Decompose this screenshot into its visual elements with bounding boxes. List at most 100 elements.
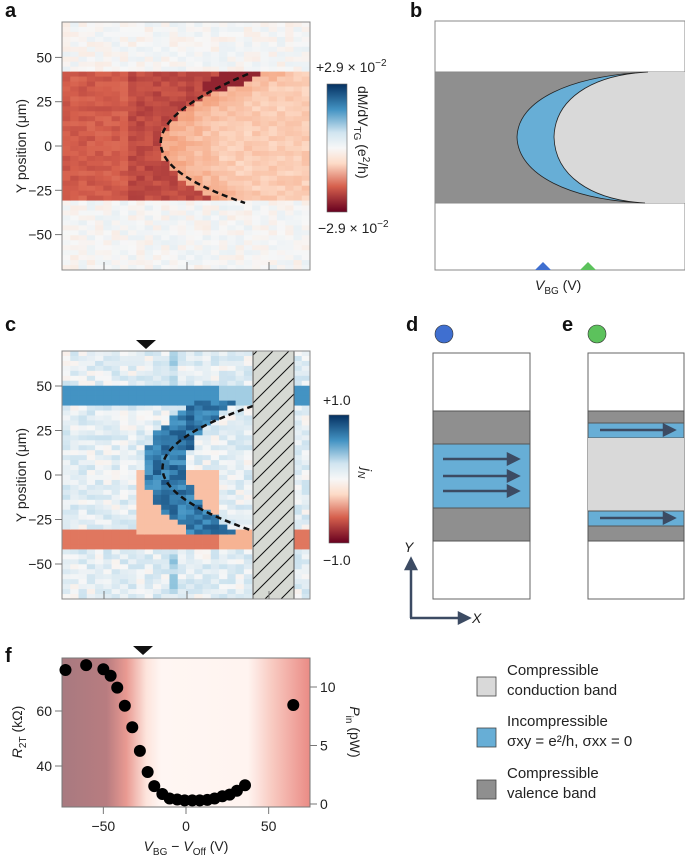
heatmap-cell xyxy=(210,150,220,157)
heatmap-cell xyxy=(243,41,253,48)
heatmap-cell xyxy=(293,230,303,236)
heatmap-cell xyxy=(169,66,179,72)
heatmap-cell xyxy=(210,31,220,38)
heatmap-cell xyxy=(268,71,278,77)
heatmap-cell xyxy=(128,146,137,152)
heatmap-cell xyxy=(186,465,195,471)
heatmap-cell xyxy=(144,22,154,28)
heatmap-cell xyxy=(70,220,79,226)
heatmap-cell xyxy=(128,499,137,506)
heatmap-cell xyxy=(70,460,79,466)
heatmap-cell xyxy=(144,111,154,117)
panel-c-ylabel: Y position (μm) xyxy=(13,428,29,522)
heatmap-cell xyxy=(293,175,303,182)
heatmap-cell xyxy=(111,425,121,431)
heatmap-cell xyxy=(78,445,88,451)
heatmap-cell xyxy=(136,584,146,590)
heatmap-cell xyxy=(119,529,129,535)
heatmap-cell xyxy=(152,170,162,177)
heatmap-cell xyxy=(86,554,96,560)
heatmap-cell xyxy=(177,574,187,580)
heatmap-cell xyxy=(95,594,104,600)
heatmap-cell xyxy=(144,165,154,172)
heatmap-cell xyxy=(210,529,220,535)
heatmap-cell xyxy=(268,190,278,196)
heatmap-cell xyxy=(293,126,303,132)
heatmap-cell xyxy=(227,101,236,107)
heatmap-cell xyxy=(243,81,253,87)
heatmap-cell xyxy=(219,594,228,600)
heatmap-cell xyxy=(252,126,261,132)
heatmap-cell xyxy=(86,415,96,421)
heatmap-cell xyxy=(268,51,278,58)
heatmap-cell xyxy=(227,31,236,38)
heatmap-cell xyxy=(70,351,79,357)
heatmap-cell xyxy=(235,450,245,456)
heatmap-cell xyxy=(169,225,179,231)
heatmap-cell xyxy=(293,584,303,590)
heatmap-cell xyxy=(70,185,79,192)
heatmap-cell xyxy=(235,549,245,555)
heatmap-cell xyxy=(186,579,195,585)
heatmap-cell xyxy=(202,415,212,421)
heatmap-cell xyxy=(202,175,212,182)
heatmap-cell xyxy=(301,41,311,48)
heatmap-cell xyxy=(111,71,121,77)
heatmap-cell xyxy=(186,494,195,501)
heatmap-cell xyxy=(111,569,121,575)
heatmap-cell xyxy=(103,255,112,261)
heatmap-cell xyxy=(194,136,203,142)
heatmap-cell xyxy=(169,230,179,236)
heatmap-cell xyxy=(70,430,79,436)
heatmap-cell xyxy=(219,210,228,216)
heatmap-cell xyxy=(210,355,220,362)
heatmap-cell xyxy=(293,564,303,570)
heatmap-cell xyxy=(161,265,170,271)
heatmap-cell xyxy=(243,205,253,211)
heatmap-cell xyxy=(276,61,286,68)
heatmap-cell xyxy=(186,440,195,446)
heatmap-cell xyxy=(301,66,311,72)
panel-e-schematic xyxy=(587,352,685,600)
heatmap-cell xyxy=(235,86,245,92)
heatmap-cell xyxy=(136,554,146,560)
heatmap-cell xyxy=(243,230,253,236)
heatmap-cell xyxy=(293,200,303,206)
heatmap-cell xyxy=(202,524,212,530)
heatmap-cell xyxy=(186,420,195,426)
heatmap-cell xyxy=(111,460,121,466)
heatmap-cell xyxy=(152,146,162,152)
heatmap-cell xyxy=(152,494,162,501)
heatmap-cell xyxy=(70,584,79,590)
heatmap-cell xyxy=(119,106,129,112)
heatmap-cell xyxy=(128,255,137,261)
heatmap-cell xyxy=(103,544,112,550)
heatmap-cell xyxy=(152,594,162,600)
heatmap-cell xyxy=(136,445,146,451)
edge-current-arrows xyxy=(600,422,677,526)
heatmap-cell xyxy=(62,415,71,421)
heatmap-cell xyxy=(70,31,79,38)
heatmap-cell xyxy=(152,479,162,486)
heatmap-cell xyxy=(128,395,137,401)
panel-d-schematic xyxy=(432,352,531,600)
heatmap-cell xyxy=(144,494,154,501)
heatmap-cell xyxy=(260,116,270,122)
heatmap-cell xyxy=(119,146,129,152)
heatmap-cell xyxy=(194,539,203,545)
heatmap-cell xyxy=(152,589,162,595)
heatmap-cell xyxy=(194,225,203,231)
heatmap-cell xyxy=(235,405,245,411)
heatmap-cell xyxy=(62,420,71,426)
heatmap-cell xyxy=(252,76,261,82)
heatmap-cell xyxy=(119,435,129,441)
heatmap-cell xyxy=(161,165,170,172)
heatmap-cell xyxy=(86,479,96,486)
heatmap-cell xyxy=(128,465,137,471)
heatmap-cell xyxy=(103,534,112,540)
heatmap-cell xyxy=(161,574,170,580)
heatmap-cell xyxy=(260,190,270,196)
heatmap-cell xyxy=(86,215,96,221)
heatmap-cell xyxy=(95,96,104,102)
